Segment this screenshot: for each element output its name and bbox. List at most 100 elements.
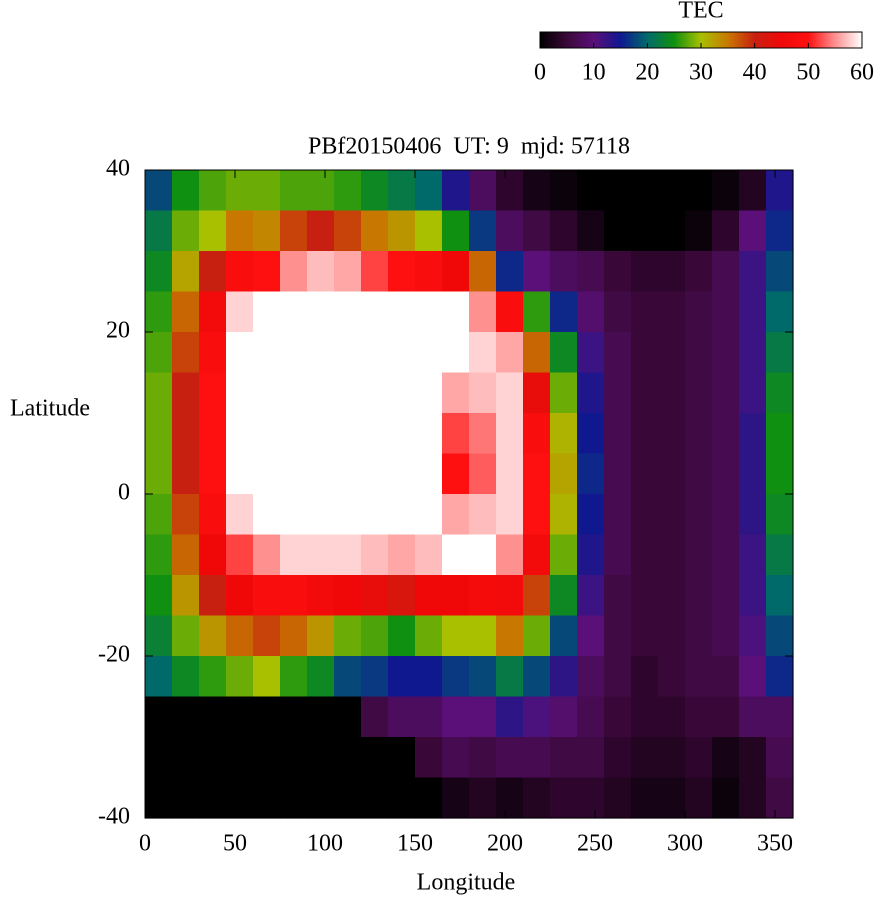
heatmap-cell [361,615,389,657]
heatmap-cell [388,494,416,536]
heatmap-cell [253,696,281,738]
heatmap-cell [658,575,686,617]
heatmap-cell [550,170,578,212]
heatmap-cell [442,696,470,738]
heatmap-cell [199,291,227,333]
heatmap-cell [631,737,659,779]
heatmap-cell [172,210,200,252]
heatmap-cell [631,372,659,414]
heatmap-cell [523,210,551,252]
heatmap-cell [739,777,767,819]
heatmap-cell [496,453,524,495]
heatmap-cell [739,615,767,657]
heatmap-cell [415,696,443,738]
heatmap-cell [577,453,605,495]
heatmap-cell [307,696,335,738]
heatmap-cell [253,291,281,333]
heatmap-cell [388,777,416,819]
heatmap-cell [523,494,551,536]
heatmap-cell [226,575,254,617]
heatmap-cell [469,372,497,414]
heatmap-cell [172,534,200,576]
heatmap-cell [145,332,173,374]
heatmap-cell [172,494,200,536]
heatmap-cell [442,494,470,536]
heatmap-cell [388,413,416,455]
heatmap-cell [280,291,308,333]
heatmap-cell [307,777,335,819]
heatmap-cell [685,332,713,374]
heatmap-cell [361,413,389,455]
heatmap-cell [199,251,227,293]
heatmap-cell [685,170,713,212]
heatmap-cell [145,494,173,536]
heatmap-cell [550,210,578,252]
heatmap-cell [685,291,713,333]
heatmap-cell [739,291,767,333]
heatmap-cell [685,453,713,495]
heatmap-cell [145,413,173,455]
heatmap-cell [712,413,740,455]
x-tick-label: 350 [757,831,793,857]
heatmap-cell [712,656,740,698]
heatmap-cell [631,251,659,293]
heatmap-cell [712,170,740,212]
heatmap-cell [280,534,308,576]
heatmap-cell [145,453,173,495]
heatmap-cell [739,251,767,293]
heatmap-cell [253,656,281,698]
heatmap-cell [415,777,443,819]
heatmap-cell [442,413,470,455]
heatmap-cell [550,372,578,414]
heatmap-cell [631,696,659,738]
heatmap [145,170,794,819]
heatmap-cell [253,575,281,617]
colorbar-tick-label: 30 [689,60,713,86]
heatmap-cell [361,696,389,738]
x-tick-label: 300 [667,831,703,857]
heatmap-cell [280,575,308,617]
heatmap-cell [388,534,416,576]
heatmap-cell [361,332,389,374]
heatmap-cell [577,737,605,779]
heatmap-cell [550,656,578,698]
heatmap-cell [604,251,632,293]
heatmap-cell [253,777,281,819]
heatmap-cell [280,656,308,698]
heatmap-cell [199,534,227,576]
heatmap-cell [631,575,659,617]
heatmap-cell [550,413,578,455]
heatmap-cell [712,696,740,738]
heatmap-cell [658,291,686,333]
heatmap-cell [361,656,389,698]
heatmap-cell [469,575,497,617]
heatmap-cell [496,656,524,698]
heatmap-cell [766,494,794,536]
heatmap-cell [604,372,632,414]
heatmap-cell [334,453,362,495]
heatmap-cell [469,737,497,779]
heatmap-cell [226,656,254,698]
heatmap-cell [739,413,767,455]
heatmap-cell [658,777,686,819]
heatmap-cell [496,372,524,414]
heatmap-cell [523,575,551,617]
heatmap-cell [388,332,416,374]
chart-title: PBf20150406 UT: 9 mjd: 57118 [308,134,630,160]
heatmap-cell [766,413,794,455]
heatmap-cell [604,656,632,698]
heatmap-cell [577,696,605,738]
heatmap-cell [766,777,794,819]
heatmap-cell [550,615,578,657]
heatmap-cell [523,453,551,495]
colorbar-tick-label: 20 [635,60,659,86]
heatmap-cell [307,251,335,293]
heatmap-cell [415,737,443,779]
heatmap-cell [685,534,713,576]
heatmap-cell [496,291,524,333]
heatmap-cell [442,575,470,617]
heatmap-cell [307,534,335,576]
heatmap-cell [739,534,767,576]
heatmap-cell [415,453,443,495]
